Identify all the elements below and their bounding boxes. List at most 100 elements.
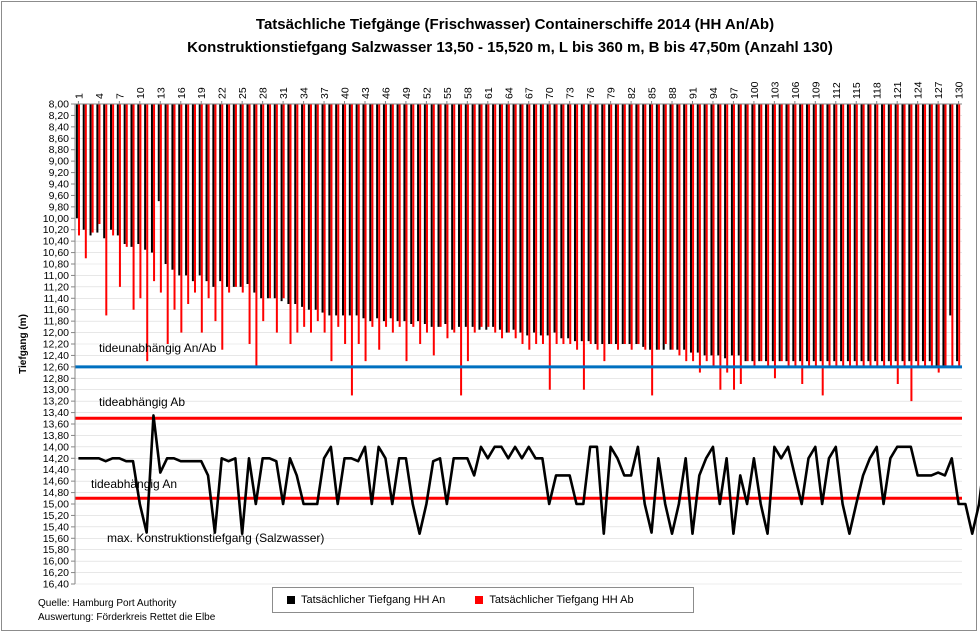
bar-ab xyxy=(269,104,272,299)
x-tick-label: 85 xyxy=(647,87,659,99)
y-tick-label: 14,40 xyxy=(43,464,69,476)
x-tick-label: 13 xyxy=(155,87,167,99)
y-tick-label: 13,40 xyxy=(43,407,69,419)
y-tick-label: 11,60 xyxy=(44,304,70,316)
bar-an xyxy=(874,104,877,362)
bar-ab xyxy=(917,104,920,367)
y-tick-label: 9,20 xyxy=(49,167,70,179)
legend: Tatsächlicher Tiefgang HH An Tatsächlich… xyxy=(272,587,694,613)
bar-an xyxy=(355,104,358,316)
bar-an xyxy=(301,104,304,307)
bar-ab xyxy=(425,104,428,333)
x-tick-label: 31 xyxy=(278,87,290,99)
bar-an xyxy=(82,104,85,230)
bar-an xyxy=(826,104,829,362)
bar-an xyxy=(662,104,665,350)
bar-ab xyxy=(303,104,306,327)
x-tick-label: 52 xyxy=(421,87,433,99)
bar-ab xyxy=(876,104,879,367)
bar-ab xyxy=(589,104,592,344)
bar-an xyxy=(751,104,754,362)
bar-ab xyxy=(767,104,770,367)
y-tick-label: 9,60 xyxy=(49,190,70,202)
bar-ab xyxy=(855,104,858,367)
bar-ab xyxy=(466,104,469,362)
bar-an xyxy=(771,104,774,362)
x-tick-label: 115 xyxy=(851,82,863,99)
bar-ab xyxy=(671,104,674,350)
y-tick-label: 12,40 xyxy=(43,350,69,362)
bar-ab xyxy=(412,104,415,327)
bar-ab xyxy=(835,104,838,367)
bar-ab xyxy=(692,104,695,362)
bar-ab xyxy=(487,104,490,327)
bar-ab xyxy=(98,104,101,224)
bar-ab xyxy=(780,104,783,362)
bar-ab xyxy=(446,104,449,339)
y-tick-label: 8,20 xyxy=(49,110,70,122)
bar-an xyxy=(492,104,495,327)
bar-ab xyxy=(596,104,599,350)
x-tick-label: 40 xyxy=(340,87,352,99)
bar-an xyxy=(703,104,706,356)
bar-an xyxy=(451,104,454,330)
bar-ab xyxy=(514,104,517,339)
legend-label-ab: Tatsächlicher Tiefgang HH Ab xyxy=(489,594,634,606)
y-tick-label: 13,60 xyxy=(43,419,69,431)
series-an-bars xyxy=(75,104,959,367)
bar-ab xyxy=(228,104,231,293)
x-tick-label: 61 xyxy=(483,87,495,99)
bar-an xyxy=(157,104,160,202)
x-tick-label: 118 xyxy=(872,82,884,99)
bar-an xyxy=(464,104,467,327)
bar-an xyxy=(75,104,78,219)
x-tick-label: 19 xyxy=(196,87,208,99)
bar-an xyxy=(423,104,426,324)
chart-subtitle: Konstruktionstiefgang Salzwasser 13,50 -… xyxy=(187,39,833,56)
y-tick-label: 11,20 xyxy=(44,281,70,293)
bar-ab xyxy=(576,104,579,350)
bar-ab xyxy=(937,104,940,373)
bar-an xyxy=(689,104,692,353)
bar-an xyxy=(594,104,597,344)
bar-an xyxy=(956,104,959,362)
bar-an xyxy=(376,104,379,319)
bar-ab xyxy=(610,104,613,344)
bar-an xyxy=(232,104,235,287)
bar-an xyxy=(778,104,781,362)
bar-ab xyxy=(883,104,886,367)
x-tick-label: 127 xyxy=(933,81,945,99)
bar-an xyxy=(949,104,952,316)
bar-an xyxy=(587,104,590,342)
bar-ab xyxy=(541,104,544,344)
bar-an xyxy=(533,104,536,333)
x-tick-label: 100 xyxy=(749,81,761,99)
bar-ab xyxy=(603,104,606,362)
bar-an xyxy=(867,104,870,362)
bar-ab xyxy=(323,104,326,333)
bar-ab xyxy=(773,104,776,379)
bar-ab xyxy=(507,104,510,333)
bar-ab xyxy=(78,104,80,236)
bar-ab xyxy=(473,104,476,333)
bar-ab xyxy=(869,104,872,367)
bar-ab xyxy=(330,104,333,362)
y-tick-label: 10,00 xyxy=(43,213,69,225)
x-tick-label: 64 xyxy=(503,87,515,99)
x-tick-label: 103 xyxy=(769,81,781,99)
y-tick-label: 15,00 xyxy=(43,499,69,511)
bar-an xyxy=(887,104,890,362)
bar-ab xyxy=(460,104,463,396)
bar-ab xyxy=(159,104,162,293)
y-tick-label: 8,60 xyxy=(49,133,70,145)
bar-ab xyxy=(282,104,285,299)
bar-an xyxy=(840,104,843,362)
bar-an xyxy=(560,104,563,339)
bar-an xyxy=(342,104,344,316)
bar-an xyxy=(205,104,208,282)
bar-ab xyxy=(548,104,551,390)
x-tick-label: 76 xyxy=(585,87,597,99)
bar-an xyxy=(696,104,699,353)
bar-an xyxy=(219,104,222,282)
